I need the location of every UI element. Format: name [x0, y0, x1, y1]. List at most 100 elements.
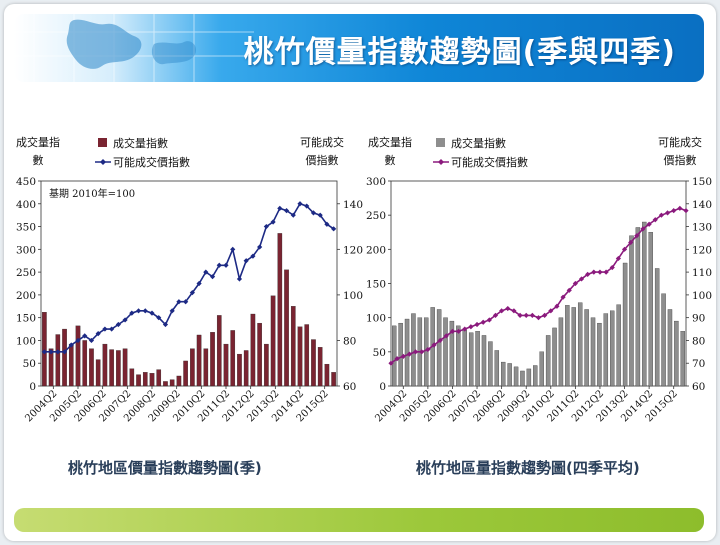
- legend-label-price: 可能成交價指數: [113, 155, 190, 169]
- data-point: [425, 346, 431, 353]
- bar: [436, 309, 442, 387]
- bar: [290, 306, 296, 387]
- data-point: [634, 233, 640, 239]
- bar: [311, 339, 316, 387]
- data-point: [554, 303, 560, 309]
- bar: [55, 334, 61, 387]
- bar: [456, 325, 461, 387]
- map-graphic: [14, 14, 254, 82]
- bar: [277, 233, 283, 387]
- right-tick-label: 100: [343, 290, 363, 302]
- bar: [488, 341, 493, 387]
- bar: [584, 309, 589, 387]
- data-point: [572, 280, 578, 287]
- bar: [75, 325, 81, 387]
- left-tick-label: 0: [29, 381, 36, 393]
- legend-label-volume: 成交量指數: [113, 136, 168, 150]
- bar: [82, 340, 88, 387]
- data-point: [88, 337, 95, 344]
- bar: [284, 269, 289, 387]
- bar: [603, 313, 609, 387]
- data-point: [609, 264, 615, 271]
- data-point: [236, 276, 243, 282]
- bar: [577, 302, 583, 387]
- right-tick-label: 110: [692, 267, 712, 279]
- footer-bar: [14, 508, 704, 532]
- data-point: [640, 226, 646, 232]
- bar: [196, 334, 202, 387]
- data-point: [406, 351, 413, 357]
- bar: [210, 332, 215, 387]
- data-point: [499, 308, 505, 314]
- bar: [392, 325, 397, 387]
- bar: [680, 331, 685, 387]
- data-point: [443, 333, 449, 339]
- bar: [558, 317, 564, 387]
- left-tick-label: 100: [16, 335, 36, 347]
- data-point: [480, 319, 486, 325]
- data-point: [431, 342, 437, 348]
- right-tick-label: 70: [692, 358, 705, 370]
- bar: [642, 221, 647, 387]
- data-point: [297, 201, 303, 207]
- bar: [163, 381, 168, 387]
- base-period-note: 基期 2010年=100: [49, 187, 135, 200]
- bar: [565, 305, 570, 387]
- bar: [116, 350, 121, 387]
- bar: [533, 365, 538, 387]
- chart-quarterly: 成交量指數可能成交價指數成交量指數可能成交價指數0501001502002503…: [16, 135, 363, 424]
- data-point: [223, 262, 229, 268]
- plot-area: [390, 180, 687, 387]
- right-tick-label: 80: [343, 335, 356, 347]
- data-point: [102, 326, 108, 332]
- left-tick-label: 300: [16, 244, 36, 256]
- data-point: [122, 317, 128, 323]
- data-point: [505, 305, 511, 312]
- left-axis-label: 數: [385, 154, 396, 167]
- bar: [149, 373, 155, 387]
- legend-swatch-volume: [98, 138, 107, 147]
- right-tick-label: 100: [692, 290, 712, 302]
- data-point: [652, 217, 658, 223]
- left-tick-label: 200: [16, 290, 36, 302]
- data-point: [243, 258, 249, 264]
- bar: [264, 343, 269, 387]
- bar: [203, 348, 209, 387]
- bar: [176, 375, 182, 387]
- bar: [674, 320, 679, 387]
- bar: [661, 293, 666, 387]
- bar: [216, 315, 222, 387]
- data-point: [388, 360, 394, 366]
- data-point: [75, 337, 81, 344]
- data-point: [597, 269, 603, 275]
- bar: [317, 347, 323, 387]
- data-point: [529, 312, 535, 318]
- data-point: [277, 205, 283, 211]
- bar: [648, 232, 653, 387]
- data-point: [621, 246, 628, 252]
- bar: [142, 372, 148, 387]
- right-axis-label: 價指數: [664, 153, 697, 167]
- bar: [109, 349, 114, 387]
- data-point: [162, 321, 169, 328]
- data-point: [658, 212, 665, 218]
- right-tick-label: 60: [692, 381, 705, 393]
- bar: [610, 310, 615, 387]
- slide: 桃竹價量指數趨勢圖(季與四季) 成交量指數可能成交 價指數 成交量指數 可能成交價指數…: [4, 4, 716, 541]
- data-point: [535, 315, 542, 321]
- bar: [475, 331, 480, 387]
- right-tick-label: 120: [692, 244, 712, 256]
- right-tick-label: 150: [692, 176, 712, 188]
- bar: [513, 366, 519, 387]
- left-axis-label: 成交量指: [368, 135, 412, 149]
- right-tick-label: 130: [692, 222, 712, 234]
- bar: [667, 309, 673, 387]
- left-tick-label: 150: [16, 313, 36, 325]
- bar: [622, 262, 628, 387]
- bar: [223, 343, 229, 387]
- page-title: 桃竹價量指數趨勢圖(季與四季): [243, 35, 676, 70]
- data-point: [523, 312, 529, 318]
- price-index-line: [44, 202, 335, 353]
- right-axis-label: 可能成交: [658, 135, 702, 149]
- bar: [129, 368, 135, 387]
